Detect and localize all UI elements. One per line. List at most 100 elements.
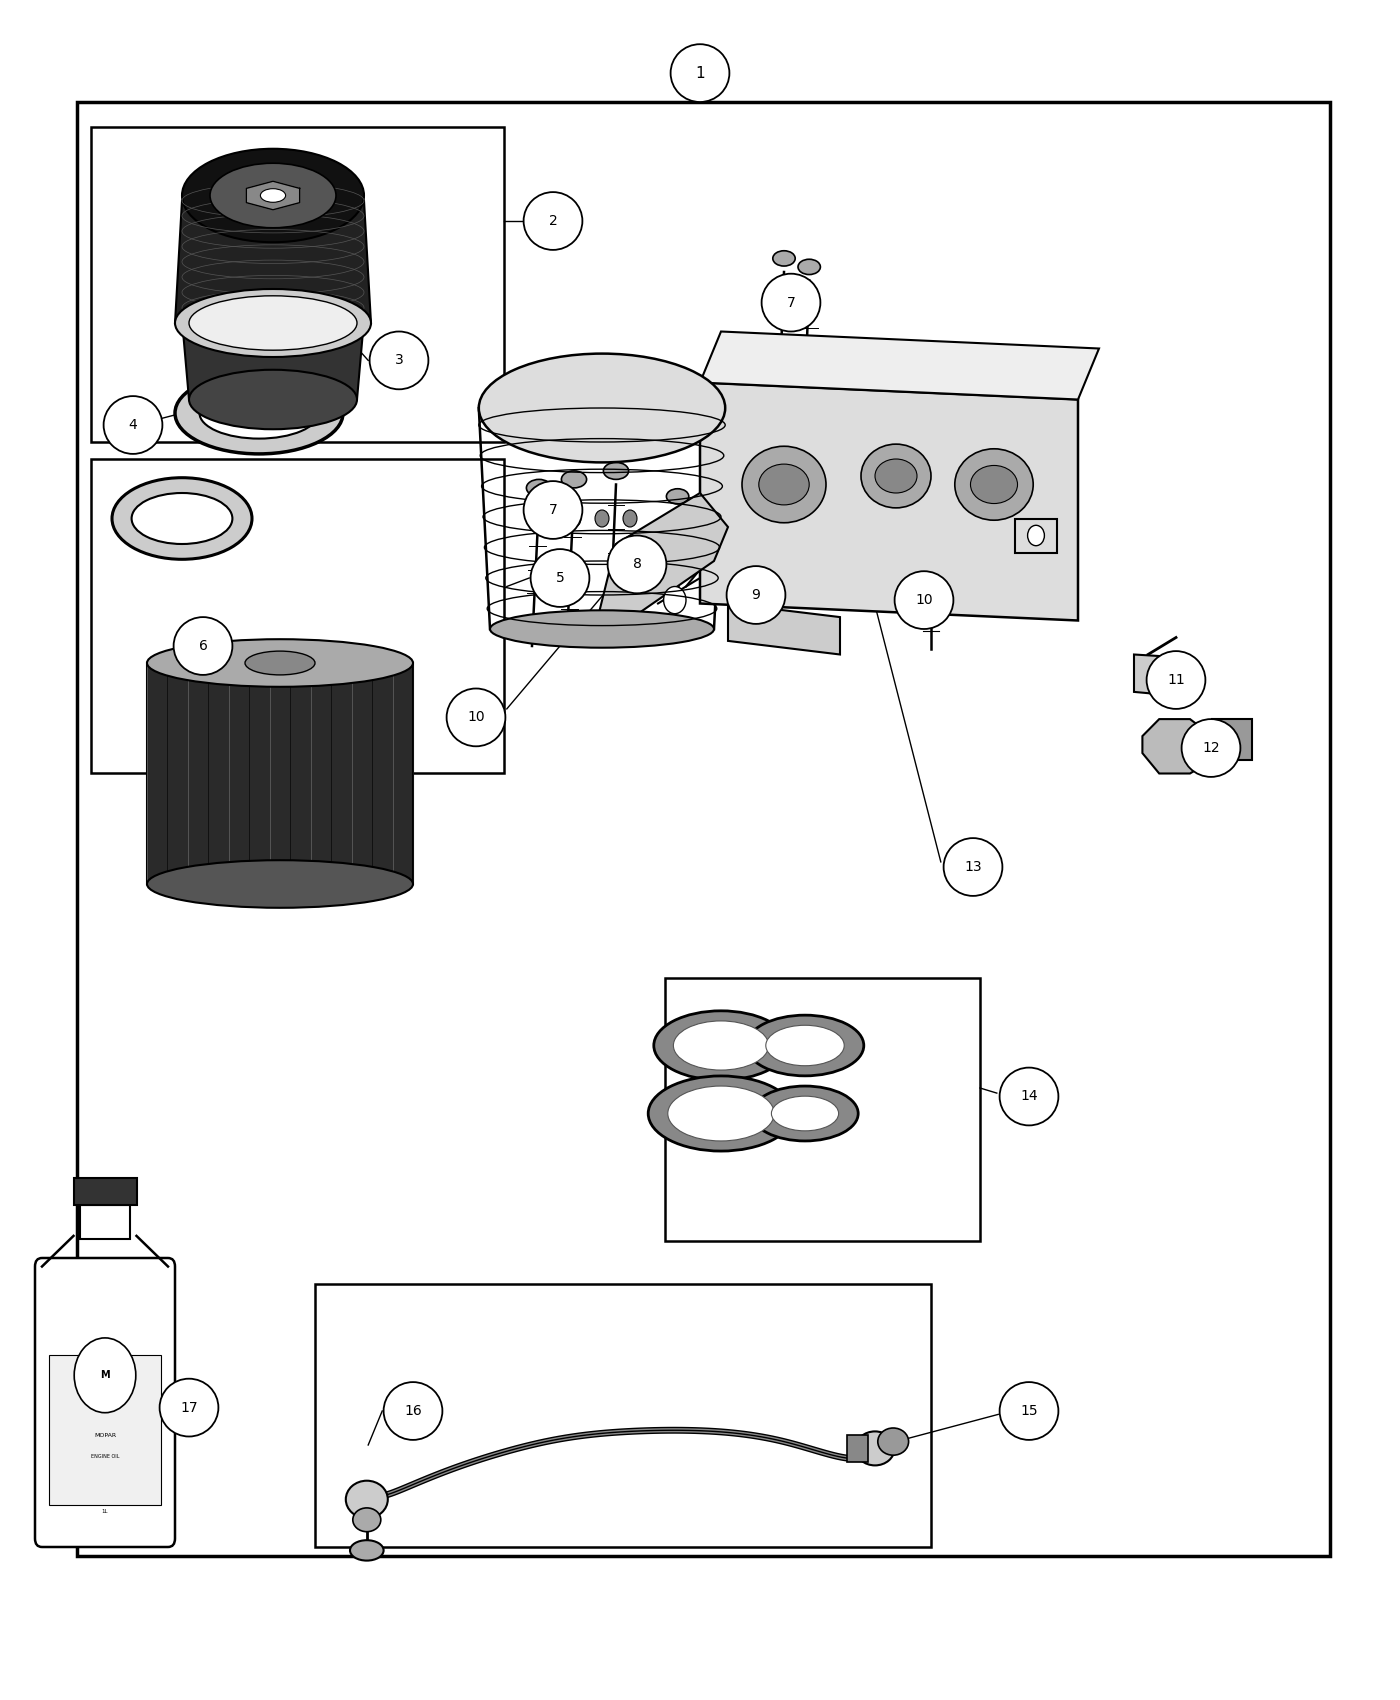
Text: 16: 16 <box>405 1404 421 1418</box>
Bar <box>91 128 504 442</box>
Circle shape <box>623 510 637 527</box>
Text: 8: 8 <box>633 558 641 571</box>
Polygon shape <box>1015 518 1057 552</box>
Text: 10: 10 <box>916 593 932 607</box>
Bar <box>49 1355 161 1504</box>
Text: MOPAR: MOPAR <box>94 1433 116 1438</box>
Ellipse shape <box>182 150 364 243</box>
Ellipse shape <box>766 1025 844 1066</box>
Circle shape <box>74 1338 136 1413</box>
Ellipse shape <box>944 838 1002 896</box>
Bar <box>742 382 1015 570</box>
Ellipse shape <box>1000 1068 1058 1125</box>
Text: 13: 13 <box>965 860 981 874</box>
Ellipse shape <box>671 44 729 102</box>
Ellipse shape <box>147 860 413 908</box>
Ellipse shape <box>759 464 809 505</box>
Ellipse shape <box>447 688 505 746</box>
Ellipse shape <box>346 1481 388 1518</box>
Polygon shape <box>728 604 840 654</box>
Ellipse shape <box>526 479 552 496</box>
Ellipse shape <box>746 1015 864 1076</box>
Polygon shape <box>147 663 413 884</box>
Polygon shape <box>1134 654 1190 697</box>
Bar <box>665 977 980 1241</box>
Ellipse shape <box>798 260 820 275</box>
FancyBboxPatch shape <box>35 1258 175 1547</box>
Circle shape <box>595 510 609 527</box>
Ellipse shape <box>666 490 689 505</box>
Polygon shape <box>175 201 371 323</box>
Ellipse shape <box>147 639 413 687</box>
Text: 9: 9 <box>752 588 760 602</box>
Circle shape <box>567 510 581 527</box>
Text: M: M <box>101 1370 109 1380</box>
Text: 2: 2 <box>549 214 557 228</box>
Ellipse shape <box>673 1022 769 1069</box>
Ellipse shape <box>668 1086 774 1141</box>
Bar <box>77 102 1330 1556</box>
Text: 7: 7 <box>549 503 557 517</box>
Ellipse shape <box>524 481 582 539</box>
Polygon shape <box>1142 719 1212 774</box>
Ellipse shape <box>742 445 826 524</box>
Ellipse shape <box>762 274 820 332</box>
Ellipse shape <box>350 1540 384 1561</box>
Ellipse shape <box>608 536 666 593</box>
Ellipse shape <box>955 449 1033 520</box>
Ellipse shape <box>174 617 232 675</box>
Ellipse shape <box>855 1431 895 1465</box>
Ellipse shape <box>189 371 357 430</box>
Ellipse shape <box>1147 651 1205 709</box>
Polygon shape <box>595 493 728 629</box>
Polygon shape <box>246 182 300 209</box>
Text: ENGINE OIL: ENGINE OIL <box>91 1455 119 1459</box>
Text: 10: 10 <box>468 711 484 724</box>
Text: 7: 7 <box>787 296 795 309</box>
Text: 12: 12 <box>1203 741 1219 755</box>
Ellipse shape <box>384 1382 442 1440</box>
Ellipse shape <box>210 163 336 228</box>
Text: 3: 3 <box>395 354 403 367</box>
Bar <box>73 1178 137 1205</box>
Ellipse shape <box>752 1086 858 1141</box>
Circle shape <box>664 586 686 614</box>
Ellipse shape <box>260 189 286 202</box>
Text: 14: 14 <box>1021 1090 1037 1103</box>
Ellipse shape <box>175 289 371 357</box>
Bar <box>847 1435 868 1462</box>
Ellipse shape <box>189 296 357 350</box>
Ellipse shape <box>771 1096 839 1130</box>
Ellipse shape <box>878 1428 909 1455</box>
Ellipse shape <box>970 466 1018 503</box>
Ellipse shape <box>561 471 587 488</box>
Ellipse shape <box>160 1379 218 1436</box>
Polygon shape <box>700 332 1099 400</box>
Bar <box>1212 719 1252 760</box>
Ellipse shape <box>353 1508 381 1532</box>
Ellipse shape <box>773 252 795 267</box>
Ellipse shape <box>490 610 714 648</box>
Text: 11: 11 <box>1168 673 1184 687</box>
Text: 5: 5 <box>556 571 564 585</box>
Bar <box>80 1205 130 1239</box>
Ellipse shape <box>727 566 785 624</box>
Ellipse shape <box>920 551 942 568</box>
Text: 6: 6 <box>199 639 207 653</box>
Text: 1L: 1L <box>102 1510 108 1513</box>
Ellipse shape <box>654 1012 788 1080</box>
Text: 1: 1 <box>696 66 704 80</box>
Ellipse shape <box>370 332 428 389</box>
Ellipse shape <box>524 192 582 250</box>
Bar <box>91 459 504 774</box>
Text: 17: 17 <box>181 1401 197 1414</box>
Ellipse shape <box>875 459 917 493</box>
Ellipse shape <box>1182 719 1240 777</box>
Polygon shape <box>700 382 1078 620</box>
Ellipse shape <box>132 493 232 544</box>
Text: 4: 4 <box>129 418 137 432</box>
Ellipse shape <box>199 388 319 439</box>
Circle shape <box>1028 525 1044 546</box>
Ellipse shape <box>1000 1382 1058 1440</box>
Polygon shape <box>742 352 1015 382</box>
